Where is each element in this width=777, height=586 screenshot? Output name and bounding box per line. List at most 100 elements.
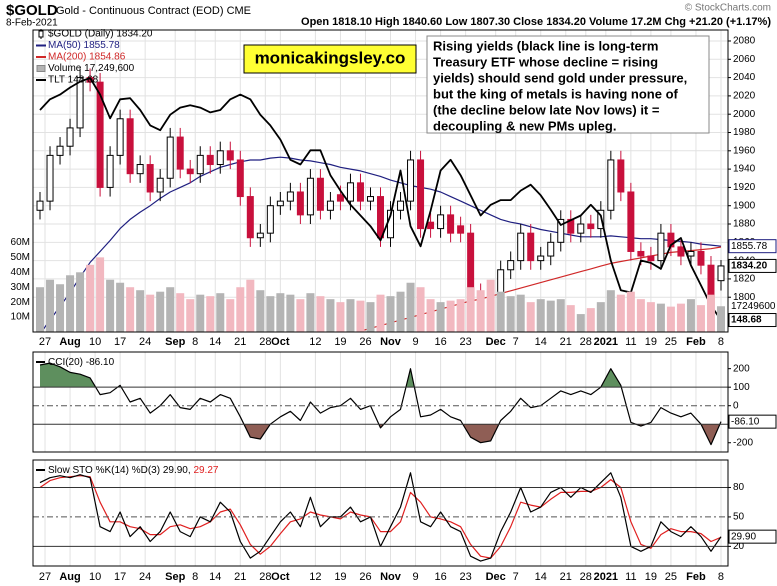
value-tag-box <box>728 258 777 273</box>
volume-bar <box>676 303 685 332</box>
legend-title: Slow STO %K(14) %D(3) <box>48 465 163 476</box>
volume-bar <box>336 302 345 332</box>
x-tick-label: 28 <box>259 336 271 348</box>
candle-body <box>717 265 725 282</box>
volume-bar <box>416 287 425 332</box>
volume-bar <box>86 264 95 332</box>
volume-bar <box>286 294 295 332</box>
x-tick-label: 27 <box>39 571 51 583</box>
volume-bar <box>666 306 675 332</box>
y-tick-label: 80 <box>733 482 745 493</box>
candle-body <box>296 191 304 216</box>
panel-border <box>32 459 729 567</box>
tlt-line <box>39 77 722 321</box>
volume-bar <box>186 299 195 332</box>
volume-bar <box>586 308 595 332</box>
volume-bar <box>646 302 655 332</box>
candle-body <box>196 154 204 175</box>
chart-title: $GOLD <box>6 2 58 19</box>
candle-body <box>216 150 224 166</box>
volume-bar <box>376 294 385 332</box>
candle-body <box>36 200 44 211</box>
annotation-box <box>426 35 710 134</box>
volume-bar <box>136 290 145 332</box>
legend-series: CCI(20) -86.10 <box>48 357 115 368</box>
y-tick-label: 1820 <box>733 274 756 285</box>
candle-body <box>467 232 475 294</box>
volume-bar <box>296 299 305 332</box>
y-tick-label: 0 <box>733 400 739 411</box>
y-tick-label: 50 <box>733 512 745 523</box>
volume-bar <box>546 300 555 332</box>
volume-bar <box>656 303 665 332</box>
x-tick-label: 23 <box>459 336 471 348</box>
candle-body <box>427 221 435 230</box>
x-tick-label: 17 <box>114 336 126 348</box>
volume-bar <box>366 302 375 332</box>
value-tag-box <box>728 239 777 254</box>
value-tag-box <box>728 414 777 429</box>
y-tick-label: 20 <box>733 541 745 552</box>
value-tag: -86.10 <box>731 416 760 427</box>
threshold-fill <box>243 424 720 445</box>
x-tick-label: 27 <box>39 336 51 348</box>
x-tick-label: 14 <box>209 571 221 583</box>
credit: © StockCharts.com <box>685 3 771 14</box>
candle-body <box>116 118 124 156</box>
volume-bar <box>306 293 315 332</box>
volume-bar <box>216 293 225 332</box>
x-tick-label: 25 <box>665 336 677 348</box>
plot-area <box>36 68 725 332</box>
candle-body <box>316 177 324 211</box>
volume-bar <box>506 296 515 332</box>
x-tick-label: Oct <box>271 336 290 348</box>
x-tick-label: Dec <box>486 336 506 348</box>
x-tick-label: 19 <box>334 336 346 348</box>
plot-area <box>39 362 722 446</box>
y-tick-label: 2060 <box>733 54 756 65</box>
y-tick-label: 100 <box>733 382 750 393</box>
x-tick-label: 16 <box>434 336 446 348</box>
volume-bar <box>106 279 115 332</box>
volume-bar <box>596 302 605 332</box>
x-tick-label: 11 <box>625 336 636 348</box>
x-tick-label: 19 <box>645 571 657 583</box>
legend-label: CCI(20) -86.10 <box>48 357 115 368</box>
candle-body <box>356 182 364 202</box>
candle-body <box>186 168 194 175</box>
x-tick-label: 14 <box>535 336 547 348</box>
candle-body <box>397 200 405 211</box>
volume-bar <box>476 290 485 332</box>
volume-tick-label: 20M <box>11 297 30 308</box>
x-tick-label: 14 <box>535 571 547 583</box>
legend-label: TLT 148.68 <box>48 75 99 86</box>
volume-bar <box>346 299 355 332</box>
volume-bar <box>636 299 645 332</box>
volume-bar <box>386 296 395 332</box>
volume-bar <box>616 294 625 332</box>
candle-body <box>156 177 164 193</box>
volume-bar <box>356 300 365 332</box>
candle-body <box>106 154 114 188</box>
indicator-line <box>39 475 722 559</box>
x-tick-label: 12 <box>309 571 321 583</box>
candle-body <box>407 159 415 202</box>
legend-swatch <box>36 65 46 72</box>
volume-bar <box>206 296 215 332</box>
watermark-box <box>243 44 417 74</box>
volume-bar <box>36 287 45 332</box>
candle-body <box>326 200 334 211</box>
volume-bar <box>716 306 725 332</box>
volume-bar <box>76 272 85 332</box>
candle-body <box>346 182 354 202</box>
candle-body <box>537 255 545 262</box>
candle-body <box>276 200 284 207</box>
candle-body <box>697 250 705 266</box>
candle-body <box>417 159 425 230</box>
x-tick-label: 24 <box>139 571 151 583</box>
x-tick-label: 10 <box>89 336 101 348</box>
x-tick-label: Oct <box>271 571 290 583</box>
moving-average-line <box>40 156 722 332</box>
volume-bar <box>226 299 235 332</box>
